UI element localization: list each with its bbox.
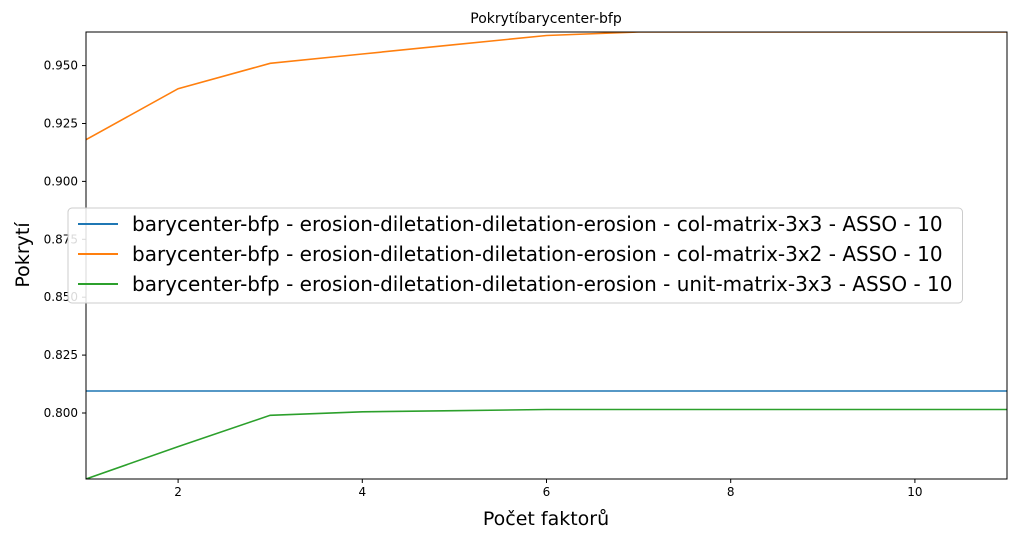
y-tick-label: 0.900 [44,174,78,188]
series-line-2 [86,32,1007,141]
x-tick-label: 10 [907,485,922,499]
y-axis-label: Pokrytí [12,222,34,288]
x-axis-label: Počet faktorů [483,508,609,530]
x-tick-label: 6 [543,485,551,499]
legend-box [67,207,963,304]
legend: barycenter-bfp - erosion-diletation-dile… [67,207,963,304]
legend-label-3: barycenter-bfp - erosion-diletation-dile… [132,272,953,296]
y-tick-label: 0.825 [44,348,78,362]
y-tick-label: 0.800 [44,406,78,420]
x-axis: 2 4 6 8 10 [174,479,923,499]
series-line-3 [86,408,1007,479]
x-tick-label: 8 [727,485,735,499]
x-tick-label: 2 [174,485,182,499]
legend-label-1: barycenter-bfp - erosion-diletation-dile… [132,212,943,236]
y-tick-label: 0.925 [44,116,78,130]
x-tick-label: 4 [358,485,366,499]
legend-label-2: barycenter-bfp - erosion-diletation-dile… [132,242,943,266]
chart-title: Pokrytíbarycenter-bfp [470,11,622,27]
y-tick-label: 0.950 [44,59,78,73]
